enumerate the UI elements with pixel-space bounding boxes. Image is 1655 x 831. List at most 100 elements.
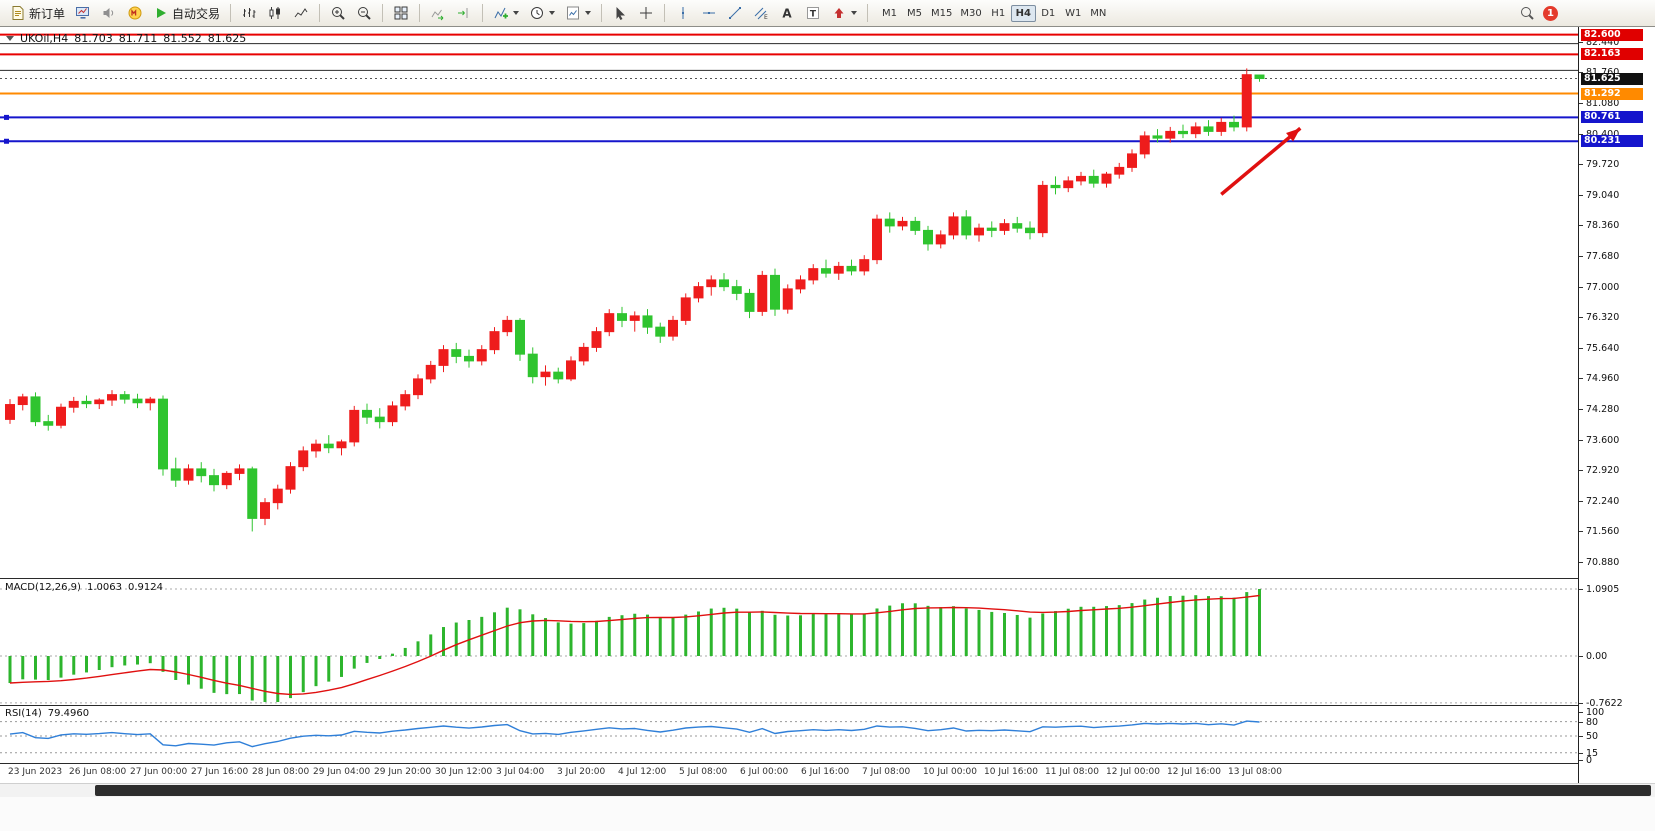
zoom-out-button[interactable]	[351, 2, 377, 24]
shapes-button[interactable]: T	[800, 2, 826, 24]
trendline-button[interactable]	[722, 2, 748, 24]
line-chart-mode-button[interactable]	[288, 2, 314, 24]
tile-windows-button[interactable]	[388, 2, 414, 24]
timeframe-button-m15[interactable]: M15	[931, 7, 953, 19]
horizontal-scrollbar-thumb[interactable]	[95, 785, 1651, 796]
candle-body	[209, 475, 219, 486]
chart-shift-button[interactable]	[451, 2, 477, 24]
candle-body	[884, 218, 895, 227]
candle-body	[1241, 74, 1252, 128]
price-tick-label: 76.320	[1586, 312, 1620, 324]
timeframe-button-h4[interactable]: H4	[1010, 4, 1036, 22]
candle-body	[986, 227, 997, 231]
indicators-button[interactable]	[488, 2, 524, 24]
auto-trading-button[interactable]: 自动交易	[148, 2, 225, 24]
candle-body	[795, 279, 806, 290]
line-handle[interactable]	[4, 114, 9, 120]
dropdown-caret-icon[interactable]	[549, 11, 556, 15]
candle-body	[935, 234, 946, 245]
vline-icon	[675, 5, 691, 21]
pane-separator[interactable]	[0, 578, 1655, 579]
time-label: 23 Jun 2023	[8, 767, 63, 777]
candle-body	[872, 218, 882, 261]
annotation-arrow[interactable]	[1220, 126, 1302, 196]
time-label: 27 Jun 16:00	[191, 767, 249, 777]
candle-body	[43, 421, 54, 426]
alerts-button[interactable]	[96, 2, 122, 24]
notification-badge[interactable]: 1	[1543, 5, 1558, 21]
line-handle[interactable]	[4, 138, 9, 144]
text-label-button[interactable]: A	[774, 2, 800, 24]
cursor-button[interactable]	[607, 2, 633, 24]
price-tick-label: 78.360	[1586, 220, 1620, 232]
axis-tick-mark	[1579, 286, 1583, 288]
autoscroll-icon	[430, 5, 446, 21]
timeframe-group: M1 M5 M15 M30 H1 H4 D1 W1 MN	[877, 4, 1111, 22]
candle-body	[1165, 130, 1176, 139]
auto-scroll-button[interactable]	[425, 2, 451, 24]
candles-group	[5, 68, 1265, 532]
dropdown-caret-icon[interactable]	[513, 11, 520, 15]
candle-body	[948, 216, 959, 236]
dropdown-caret-icon[interactable]	[851, 11, 858, 15]
rsi-line	[9, 720, 1260, 748]
candle-body	[617, 313, 627, 321]
time-label: 12 Jul 00:00	[1106, 767, 1160, 777]
rsi-axis-label: 15	[1586, 747, 1599, 759]
price-tick-label: 72.240	[1586, 495, 1620, 507]
timeframe-button-m30[interactable]: M30	[960, 7, 982, 19]
price-tick-label: 74.960	[1586, 373, 1620, 385]
bar-chart-mode-button[interactable]	[236, 2, 262, 24]
chevron-down-icon[interactable]	[6, 36, 14, 41]
search-icon[interactable]	[1519, 5, 1535, 21]
annotation-arrowhead[interactable]	[1286, 128, 1301, 142]
axis-tick-mark	[1579, 133, 1583, 135]
candle-body	[1152, 135, 1163, 139]
crosshair-button[interactable]	[633, 2, 659, 24]
periods-button[interactable]	[524, 2, 560, 24]
ohlc-low: 81.552	[163, 32, 202, 45]
time-label: 3 Jul 20:00	[557, 767, 606, 777]
candle-body	[362, 409, 372, 418]
candle-body	[272, 488, 283, 504]
arrows-button[interactable]	[826, 2, 862, 24]
price-axis[interactable]: 82.44081.76081.08080.40079.72079.04078.3…	[1578, 27, 1655, 783]
templates-button[interactable]	[560, 2, 596, 24]
toolbar-separator	[601, 4, 603, 22]
candle-body	[846, 265, 857, 272]
dropdown-caret-icon[interactable]	[585, 11, 592, 15]
time-label: 29 Jun 04:00	[313, 767, 371, 777]
candle-body	[910, 220, 921, 231]
candle-body	[247, 468, 258, 519]
candle-body	[400, 394, 411, 407]
timeframe-button-mn[interactable]: MN	[1090, 7, 1107, 19]
price-level-box: 80.761	[1581, 111, 1643, 124]
rsi-panel[interactable]	[0, 706, 1578, 763]
time-axis[interactable]: 23 Jun 2023 26 Jun 08:00 27 Jun 00:00 27 Ju…	[0, 764, 1578, 783]
vertical-line-button[interactable]	[670, 2, 696, 24]
time-label: 27 Jun 00:00	[130, 767, 188, 777]
candle-body	[489, 331, 500, 351]
candlestick-mode-button[interactable]	[262, 2, 288, 24]
community-button[interactable]	[122, 2, 148, 24]
horizontal-line-button[interactable]	[696, 2, 722, 24]
pane-separator[interactable]	[0, 705, 1655, 706]
candle-body	[629, 315, 640, 321]
timeframe-button-d1[interactable]: D1	[1041, 7, 1056, 19]
horizontal-scrollbar[interactable]	[0, 783, 1655, 797]
candle-body	[81, 400, 92, 405]
timeframe-button-m1[interactable]: M1	[882, 7, 898, 19]
main-price-chart[interactable]	[0, 27, 1578, 578]
timeframe-button-h1[interactable]: H1	[991, 7, 1006, 19]
timeframe-button-w1[interactable]: W1	[1065, 7, 1082, 19]
macd-panel[interactable]	[0, 579, 1578, 705]
candle-body	[5, 404, 15, 420]
price-level-box: 81.292	[1581, 87, 1643, 100]
timeframe-button-m5[interactable]: M5	[907, 7, 923, 19]
equidistant-channel-button[interactable]: E	[748, 2, 774, 24]
zoom-in-button[interactable]	[325, 2, 351, 24]
candle-body	[1203, 126, 1214, 132]
new-order-button[interactable]: 新订单	[5, 2, 70, 24]
axis-tick-mark	[1579, 752, 1583, 754]
chart-window-button[interactable]	[70, 2, 96, 24]
